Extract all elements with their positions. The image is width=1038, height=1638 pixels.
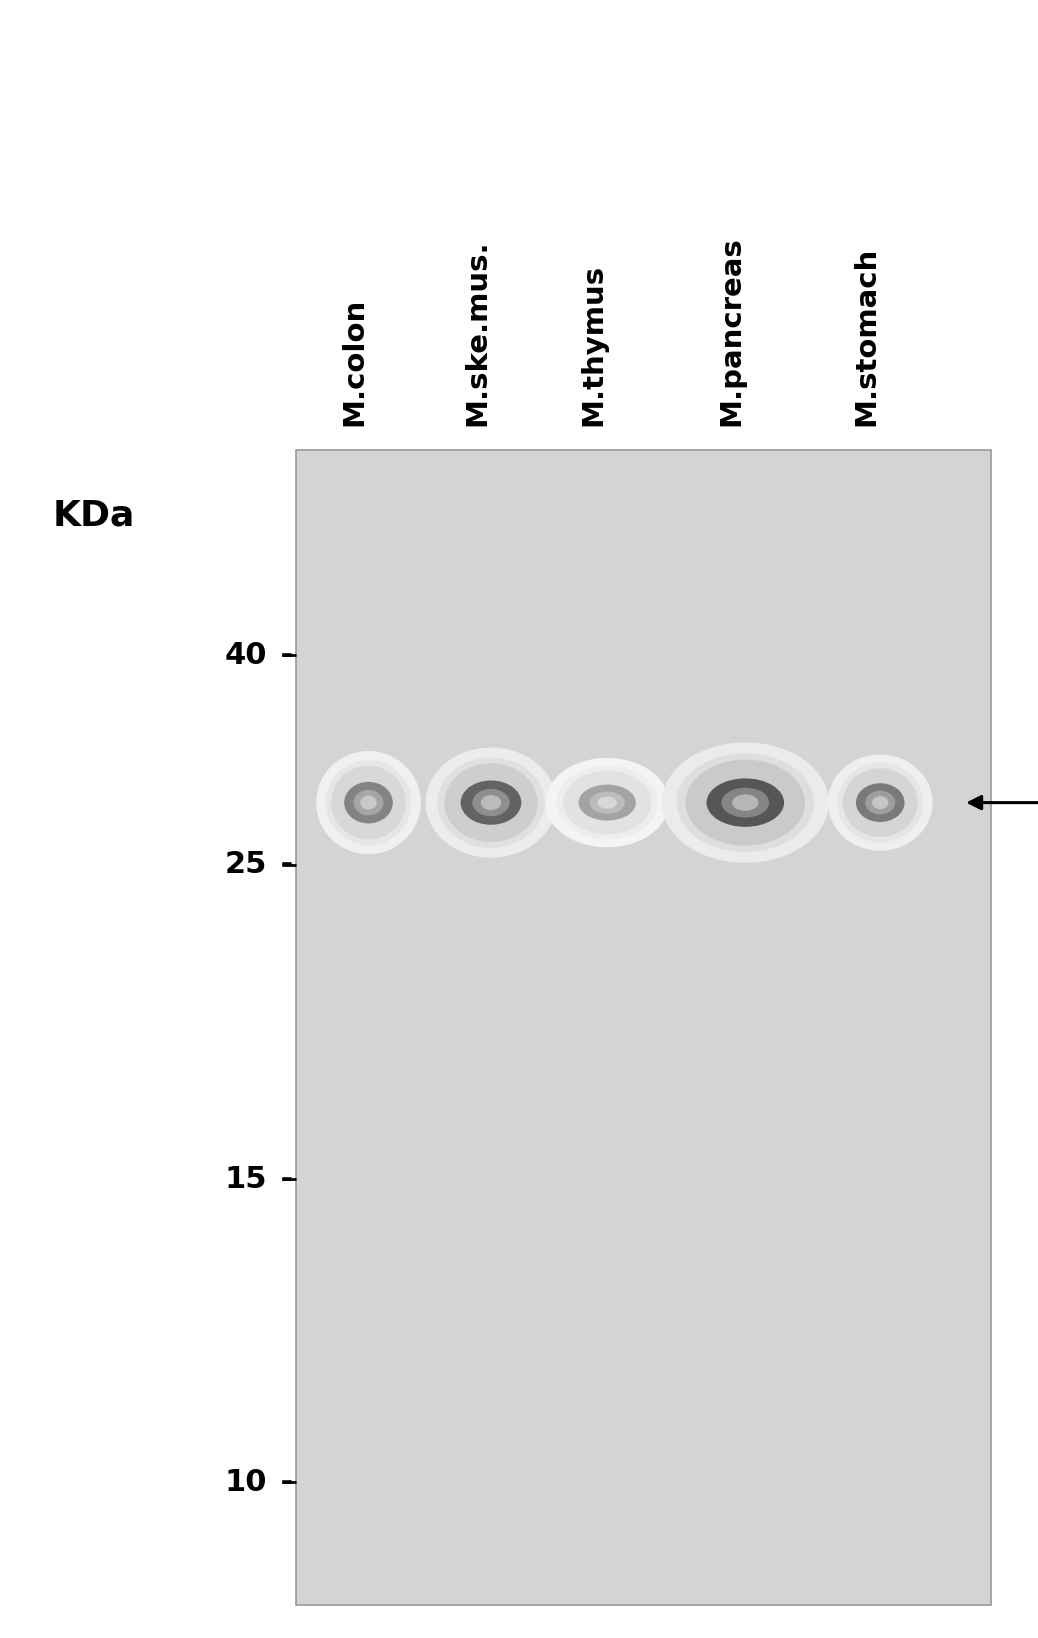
Text: -: - xyxy=(270,1165,293,1194)
Ellipse shape xyxy=(828,755,932,850)
Ellipse shape xyxy=(563,771,652,835)
Ellipse shape xyxy=(426,747,556,858)
Ellipse shape xyxy=(872,796,889,809)
FancyBboxPatch shape xyxy=(296,450,991,1605)
Text: M.stomach: M.stomach xyxy=(852,247,880,426)
Ellipse shape xyxy=(481,794,501,811)
Ellipse shape xyxy=(556,767,658,839)
Ellipse shape xyxy=(354,790,383,816)
Ellipse shape xyxy=(707,778,784,827)
Text: -: - xyxy=(270,640,293,670)
Text: -: - xyxy=(270,1468,293,1497)
Text: M.ske.mus.: M.ske.mus. xyxy=(463,239,491,426)
Ellipse shape xyxy=(677,753,814,852)
Ellipse shape xyxy=(360,796,377,809)
Ellipse shape xyxy=(721,788,769,817)
Ellipse shape xyxy=(317,750,420,855)
Ellipse shape xyxy=(345,781,392,824)
Text: 10: 10 xyxy=(224,1468,267,1497)
Ellipse shape xyxy=(590,791,625,814)
Text: -: - xyxy=(270,850,293,880)
Ellipse shape xyxy=(685,760,805,845)
Text: 15: 15 xyxy=(224,1165,267,1194)
Text: M.thymus: M.thymus xyxy=(579,264,607,426)
Text: M.colon: M.colon xyxy=(340,298,368,426)
Text: M.pancreas: M.pancreas xyxy=(717,236,745,426)
Ellipse shape xyxy=(856,783,904,822)
Ellipse shape xyxy=(326,760,411,845)
Ellipse shape xyxy=(838,763,923,842)
Ellipse shape xyxy=(437,757,545,848)
Ellipse shape xyxy=(444,763,538,842)
Ellipse shape xyxy=(732,794,759,811)
Text: KDa: KDa xyxy=(52,500,135,532)
Text: 25: 25 xyxy=(224,850,267,880)
Ellipse shape xyxy=(472,790,510,816)
Ellipse shape xyxy=(843,768,918,837)
Ellipse shape xyxy=(598,796,617,809)
Ellipse shape xyxy=(331,767,406,839)
Ellipse shape xyxy=(866,791,895,814)
Ellipse shape xyxy=(662,742,828,863)
Text: 40: 40 xyxy=(224,640,267,670)
Ellipse shape xyxy=(461,780,521,826)
Ellipse shape xyxy=(578,785,636,821)
Ellipse shape xyxy=(546,758,668,847)
